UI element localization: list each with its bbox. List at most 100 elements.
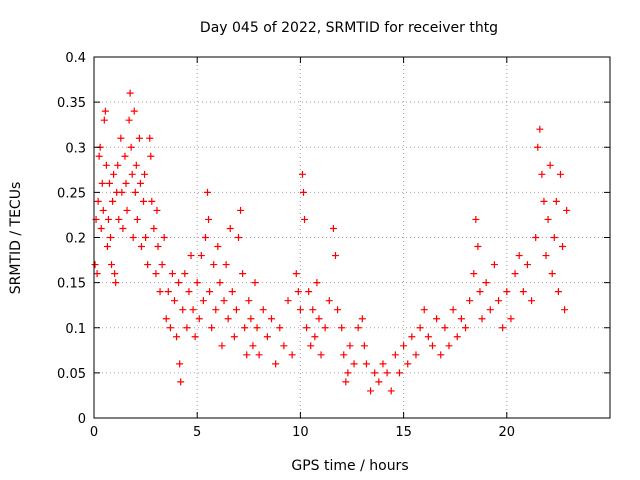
data-point xyxy=(164,288,172,296)
data-point xyxy=(168,270,176,278)
data-point xyxy=(127,143,135,151)
data-point xyxy=(91,261,99,269)
data-point xyxy=(176,360,184,368)
data-point xyxy=(226,224,234,232)
data-point xyxy=(181,270,189,278)
data-point xyxy=(528,297,536,305)
data-point xyxy=(338,324,346,332)
data-point xyxy=(313,279,321,287)
data-point xyxy=(131,188,139,196)
data-point xyxy=(350,360,358,368)
data-point xyxy=(303,324,311,332)
data-point xyxy=(408,333,416,341)
data-point xyxy=(482,279,490,287)
data-point xyxy=(100,116,108,124)
data-point xyxy=(296,306,304,314)
data-point xyxy=(362,360,370,368)
data-point xyxy=(259,306,267,314)
data-point xyxy=(251,279,259,287)
data-point xyxy=(128,170,136,178)
data-point xyxy=(420,306,428,314)
data-point xyxy=(383,369,391,377)
data-point xyxy=(329,224,337,232)
data-point xyxy=(166,324,174,332)
data-point xyxy=(301,215,309,223)
data-point xyxy=(125,116,133,124)
y-tick-label: 0.1 xyxy=(65,322,86,337)
data-point xyxy=(222,261,230,269)
data-point xyxy=(321,324,329,332)
data-point xyxy=(462,324,470,332)
data-point xyxy=(241,324,249,332)
data-point xyxy=(532,234,540,241)
data-point xyxy=(416,324,424,332)
data-point xyxy=(515,252,523,260)
data-point xyxy=(205,215,213,223)
data-point xyxy=(367,387,375,395)
data-point xyxy=(478,315,486,323)
data-point xyxy=(216,279,224,287)
data-point xyxy=(424,333,432,341)
data-point xyxy=(136,179,144,187)
x-tick-label: 5 xyxy=(193,425,201,440)
data-point xyxy=(437,351,445,359)
y-axis-label: SRMTID / TECUs xyxy=(8,182,24,295)
data-point xyxy=(294,288,302,296)
data-point xyxy=(114,161,122,169)
x-tick-labels: 0 5 10 15 20 xyxy=(90,425,515,440)
data-point xyxy=(93,270,101,278)
data-point xyxy=(144,261,152,269)
data-point xyxy=(175,279,183,287)
data-point xyxy=(195,315,203,323)
data-point xyxy=(428,342,436,350)
data-point xyxy=(540,197,548,205)
data-point xyxy=(457,315,465,323)
data-point xyxy=(499,324,507,332)
data-point xyxy=(299,188,307,196)
data-point xyxy=(197,252,205,260)
data-point xyxy=(548,270,556,278)
data-point xyxy=(404,360,412,368)
data-point xyxy=(305,288,313,296)
data-point xyxy=(495,297,503,305)
data-point xyxy=(140,197,148,205)
data-point xyxy=(156,288,164,296)
data-point xyxy=(292,270,300,278)
data-point xyxy=(245,297,253,305)
data-point xyxy=(476,288,484,296)
data-point xyxy=(346,342,354,350)
data-point xyxy=(206,288,214,296)
data-point xyxy=(210,261,218,269)
data-point xyxy=(284,297,292,305)
x-tick-label: 10 xyxy=(292,425,309,440)
data-point xyxy=(94,197,102,205)
data-point xyxy=(490,261,498,269)
data-point xyxy=(98,179,106,187)
data-point xyxy=(160,234,168,241)
data-point xyxy=(542,252,550,260)
data-point xyxy=(263,333,271,341)
data-point xyxy=(307,342,315,350)
data-point xyxy=(507,315,515,323)
data-point xyxy=(523,261,531,269)
y-tick-label: 0 xyxy=(78,412,86,427)
data-point xyxy=(340,351,348,359)
x-tick-label: 15 xyxy=(395,425,412,440)
data-point xyxy=(158,261,166,269)
data-point xyxy=(95,152,103,160)
data-point xyxy=(538,170,546,178)
data-point xyxy=(173,333,181,341)
data-point xyxy=(317,351,325,359)
data-point xyxy=(309,306,317,314)
data-point xyxy=(503,288,511,296)
y-tick-labels: 0 0.05 0.1 0.15 0.2 0.25 0.3 0.35 0.4 xyxy=(57,51,86,427)
data-point xyxy=(470,270,478,278)
y-tick-label: 0.25 xyxy=(57,186,86,201)
data-point xyxy=(201,234,209,241)
data-point xyxy=(550,234,558,241)
data-point xyxy=(391,351,399,359)
data-point xyxy=(371,369,379,377)
data-point xyxy=(154,243,162,251)
data-point xyxy=(466,297,474,305)
